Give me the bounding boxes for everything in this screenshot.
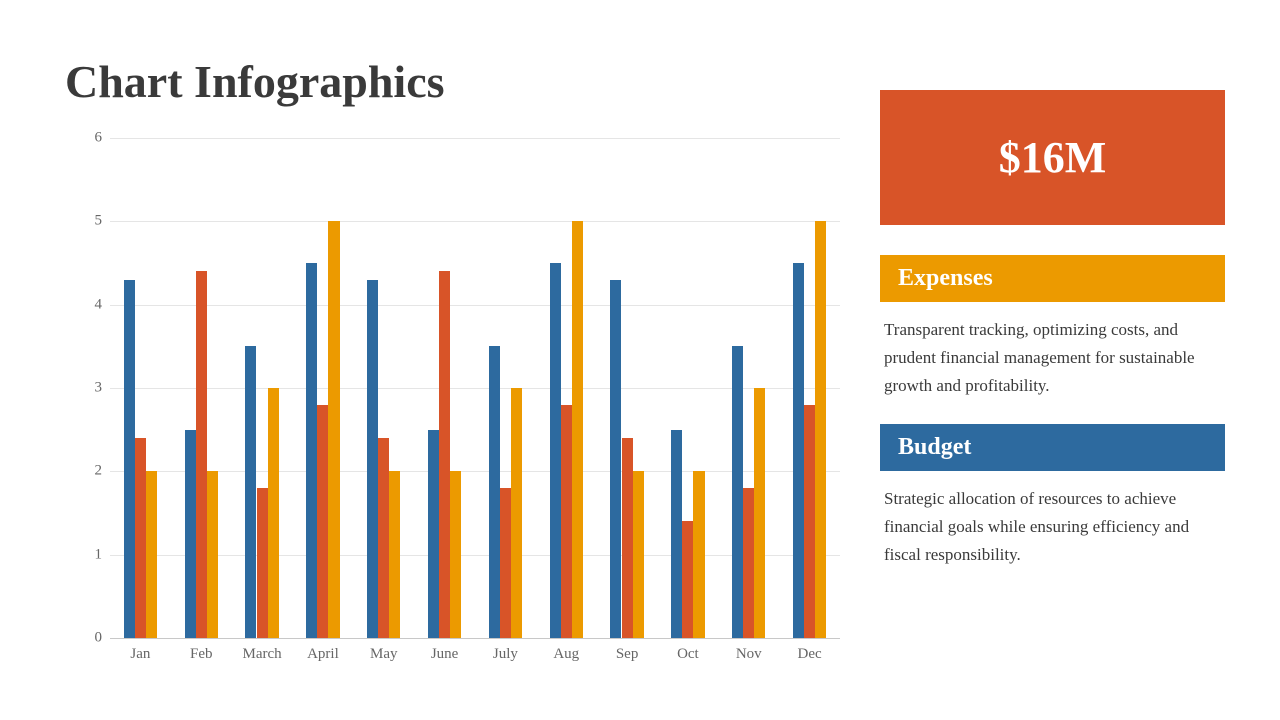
x-tick: Aug [553, 646, 579, 663]
bar-series-b [622, 438, 633, 638]
bar-series-c [511, 388, 522, 638]
section-body-0: Transparent tracking, optimizing costs, … [880, 316, 1225, 424]
bar-series-c [693, 471, 704, 638]
y-tick: 4 [82, 296, 102, 313]
bar-series-c [572, 221, 583, 638]
bar-series-b [439, 271, 450, 638]
bar-series-a [367, 280, 378, 638]
x-tick: July [493, 646, 518, 663]
section-head-1: Budget [880, 424, 1225, 471]
bar-series-b [317, 405, 328, 638]
section-body-1: Strategic allocation of resources to ach… [880, 485, 1225, 593]
x-tick: Sep [616, 646, 639, 663]
x-tick: May [370, 646, 398, 663]
x-tick: June [431, 646, 459, 663]
bar-series-b [257, 488, 268, 638]
y-tick: 6 [82, 130, 102, 147]
bar-series-b [682, 521, 693, 638]
y-tick: 0 [82, 630, 102, 647]
bar-series-c [633, 471, 644, 638]
bar-series-a [306, 263, 317, 638]
gridline [110, 138, 840, 139]
bar-series-a [671, 430, 682, 638]
bar-series-c [146, 471, 157, 638]
gridline [110, 555, 840, 556]
bar-series-c [450, 471, 461, 638]
bar-series-b [561, 405, 572, 638]
x-tick: March [243, 646, 282, 663]
bar-series-a [489, 346, 500, 638]
x-tick: April [307, 646, 339, 663]
section-head-0: Expenses [880, 255, 1225, 302]
x-tick: Jan [130, 646, 150, 663]
bar-series-a [793, 263, 804, 638]
bar-series-a [732, 346, 743, 638]
bar-series-a [428, 430, 439, 638]
highlight-value-box: $16M [880, 90, 1225, 225]
x-tick: Dec [798, 646, 822, 663]
bar-series-b [135, 438, 146, 638]
highlight-value: $16M [999, 132, 1107, 183]
x-tick: Oct [677, 646, 699, 663]
y-tick: 5 [82, 213, 102, 230]
bar-series-c [815, 221, 826, 638]
bar-series-c [207, 471, 218, 638]
bar-series-c [328, 221, 339, 638]
bar-series-a [610, 280, 621, 638]
y-tick: 1 [82, 546, 102, 563]
side-panel: $16M Expenses Transparent tracking, optim… [880, 90, 1225, 593]
gridline [110, 221, 840, 222]
bar-chart: 0123456JanFebMarchAprilMayJuneJulyAugSep… [80, 138, 840, 678]
bar-series-b [500, 488, 511, 638]
x-axis [110, 638, 840, 639]
bar-series-c [389, 471, 400, 638]
bar-series-b [804, 405, 815, 638]
x-tick: Feb [190, 646, 213, 663]
gridline [110, 305, 840, 306]
page-title: Chart Infographics [65, 55, 445, 108]
gridline [110, 388, 840, 389]
bar-series-b [743, 488, 754, 638]
bar-series-a [185, 430, 196, 638]
bar-series-b [196, 271, 207, 638]
gridline [110, 471, 840, 472]
y-tick: 3 [82, 380, 102, 397]
bar-series-a [124, 280, 135, 638]
bar-series-a [245, 346, 256, 638]
y-tick: 2 [82, 463, 102, 480]
bar-series-c [268, 388, 279, 638]
x-tick: Nov [736, 646, 762, 663]
chart-plot: 0123456JanFebMarchAprilMayJuneJulyAugSep… [110, 138, 840, 638]
bar-series-a [550, 263, 561, 638]
bar-series-b [378, 438, 389, 638]
bar-series-c [754, 388, 765, 638]
